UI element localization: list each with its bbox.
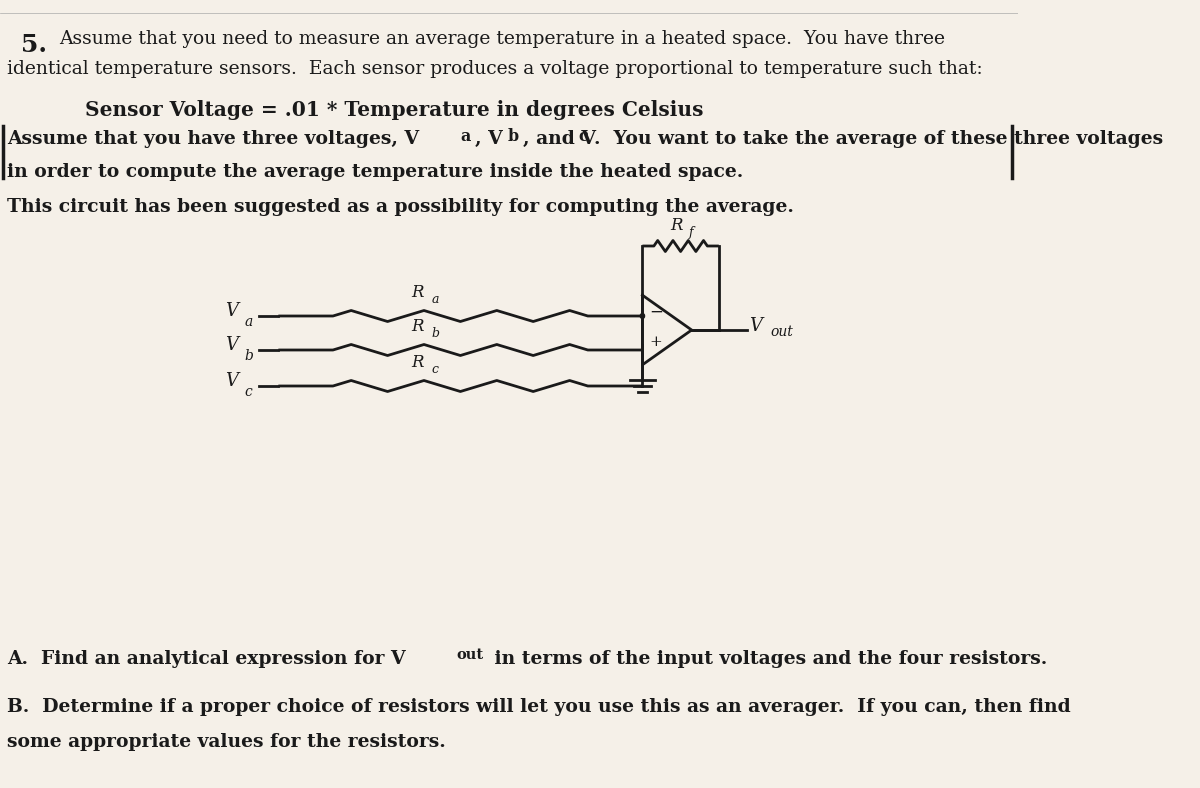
Text: out: out xyxy=(770,325,793,339)
Text: R: R xyxy=(671,217,683,234)
Text: in terms of the input voltages and the four resistors.: in terms of the input voltages and the f… xyxy=(488,650,1048,668)
Text: c: c xyxy=(431,363,438,376)
Circle shape xyxy=(641,314,644,318)
Text: f: f xyxy=(689,226,694,239)
Text: identical temperature sensors.  Each sensor produces a voltage proportional to t: identical temperature sensors. Each sens… xyxy=(7,60,983,78)
Text: a: a xyxy=(460,128,470,145)
Text: A.  Find an analytical expression for V: A. Find an analytical expression for V xyxy=(7,650,406,668)
Text: Assume that you need to measure an average temperature in a heated space.  You h: Assume that you need to measure an avera… xyxy=(60,30,946,48)
Text: V: V xyxy=(224,336,238,354)
Text: +: + xyxy=(649,335,662,349)
Text: c: c xyxy=(578,128,588,145)
Text: Sensor Voltage = .01 * Temperature in degrees Celsius: Sensor Voltage = .01 * Temperature in de… xyxy=(85,100,703,120)
Text: V: V xyxy=(749,317,762,335)
Text: b: b xyxy=(245,349,253,363)
Text: V: V xyxy=(224,372,238,390)
Text: R: R xyxy=(412,318,424,335)
Text: .  You want to take the average of these three voltages: . You want to take the average of these … xyxy=(594,130,1163,148)
Text: in order to compute the average temperature inside the heated space.: in order to compute the average temperat… xyxy=(7,163,743,181)
Text: , V: , V xyxy=(475,130,503,148)
Text: 5.: 5. xyxy=(22,33,47,57)
Text: , and V: , and V xyxy=(523,130,595,148)
Text: This circuit has been suggested as a possibility for computing the average.: This circuit has been suggested as a pos… xyxy=(7,198,793,216)
Text: out: out xyxy=(456,648,484,662)
Text: some appropriate values for the resistors.: some appropriate values for the resistor… xyxy=(7,733,445,751)
Text: R: R xyxy=(412,284,424,301)
Text: b: b xyxy=(431,327,439,340)
Text: −: − xyxy=(649,303,664,321)
Text: c: c xyxy=(245,385,252,399)
Text: Assume that you have three voltages, V: Assume that you have three voltages, V xyxy=(7,130,419,148)
Text: B.  Determine if a proper choice of resistors will let you use this as an averag: B. Determine if a proper choice of resis… xyxy=(7,698,1070,716)
Text: b: b xyxy=(508,128,518,145)
Text: V: V xyxy=(224,302,238,320)
Text: a: a xyxy=(245,315,253,329)
Text: R: R xyxy=(412,354,424,371)
Text: a: a xyxy=(431,293,439,306)
